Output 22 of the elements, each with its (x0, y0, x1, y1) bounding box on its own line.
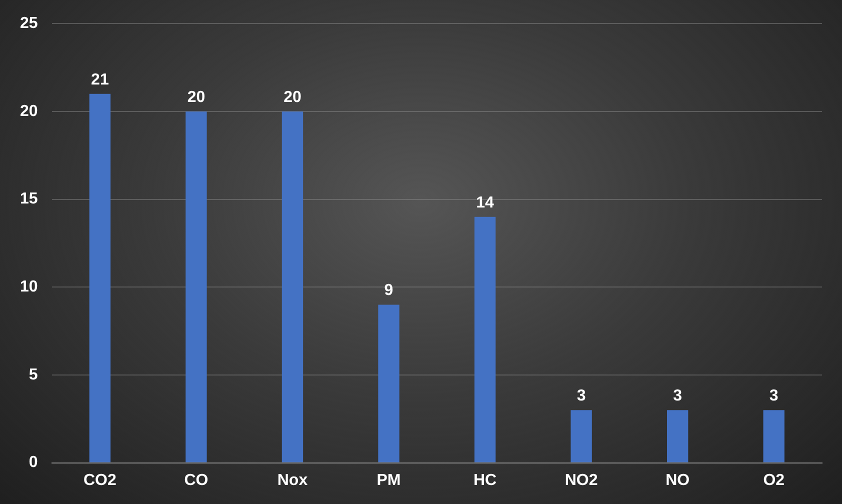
y-tick-label: 25 (20, 15, 38, 32)
x-tick-label: O2 (763, 472, 785, 489)
data-label: 3 (769, 388, 778, 404)
data-label: 20 (187, 88, 206, 106)
data-label: 14 (476, 194, 494, 212)
y-tick-label: 15 (20, 190, 38, 208)
x-tick-label: HC (473, 472, 498, 489)
data-label: 3 (673, 388, 682, 404)
data-label: 20 (284, 88, 302, 106)
x-tick-label: Nox (277, 472, 308, 489)
y-tick-label: 5 (28, 366, 38, 384)
x-tick-label: CO (184, 472, 208, 489)
y-tick-label: 0 (28, 454, 38, 472)
x-tick-label: NO2 (564, 472, 598, 489)
y-tick-label: 10 (20, 278, 38, 296)
x-tick-label: NO (666, 472, 690, 489)
data-label: 21 (91, 71, 109, 88)
x-tick-label: CO2 (83, 472, 116, 489)
data-label: 9 (384, 282, 394, 300)
y-tick-label: 20 (20, 102, 38, 120)
data-label: 3 (576, 388, 586, 404)
x-tick-label: PM (376, 472, 401, 489)
